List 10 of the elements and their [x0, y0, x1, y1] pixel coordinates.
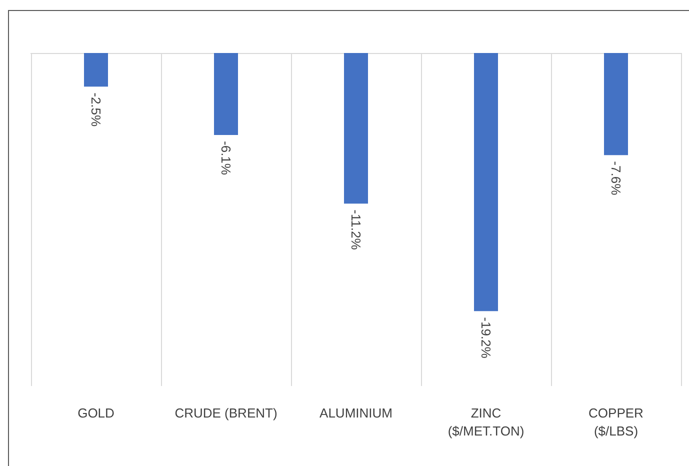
- data-label: -2.5%: [88, 92, 104, 128]
- x-tick-label: CRUDE (BRENT): [174, 406, 278, 420]
- data-label: -7.6%: [608, 161, 624, 196]
- x-tick-label: ALUMINIUM: [320, 406, 392, 420]
- x-tick-label: ZINC ($/MET.TON): [448, 406, 524, 438]
- data-label: -11.2%: [348, 210, 364, 250]
- x-tick-label: GOLD: [78, 406, 114, 420]
- x-tick-label: COPPER ($/LBS): [588, 406, 644, 438]
- data-label: -6.1%: [218, 141, 234, 176]
- data-label: -19.2%: [478, 317, 494, 359]
